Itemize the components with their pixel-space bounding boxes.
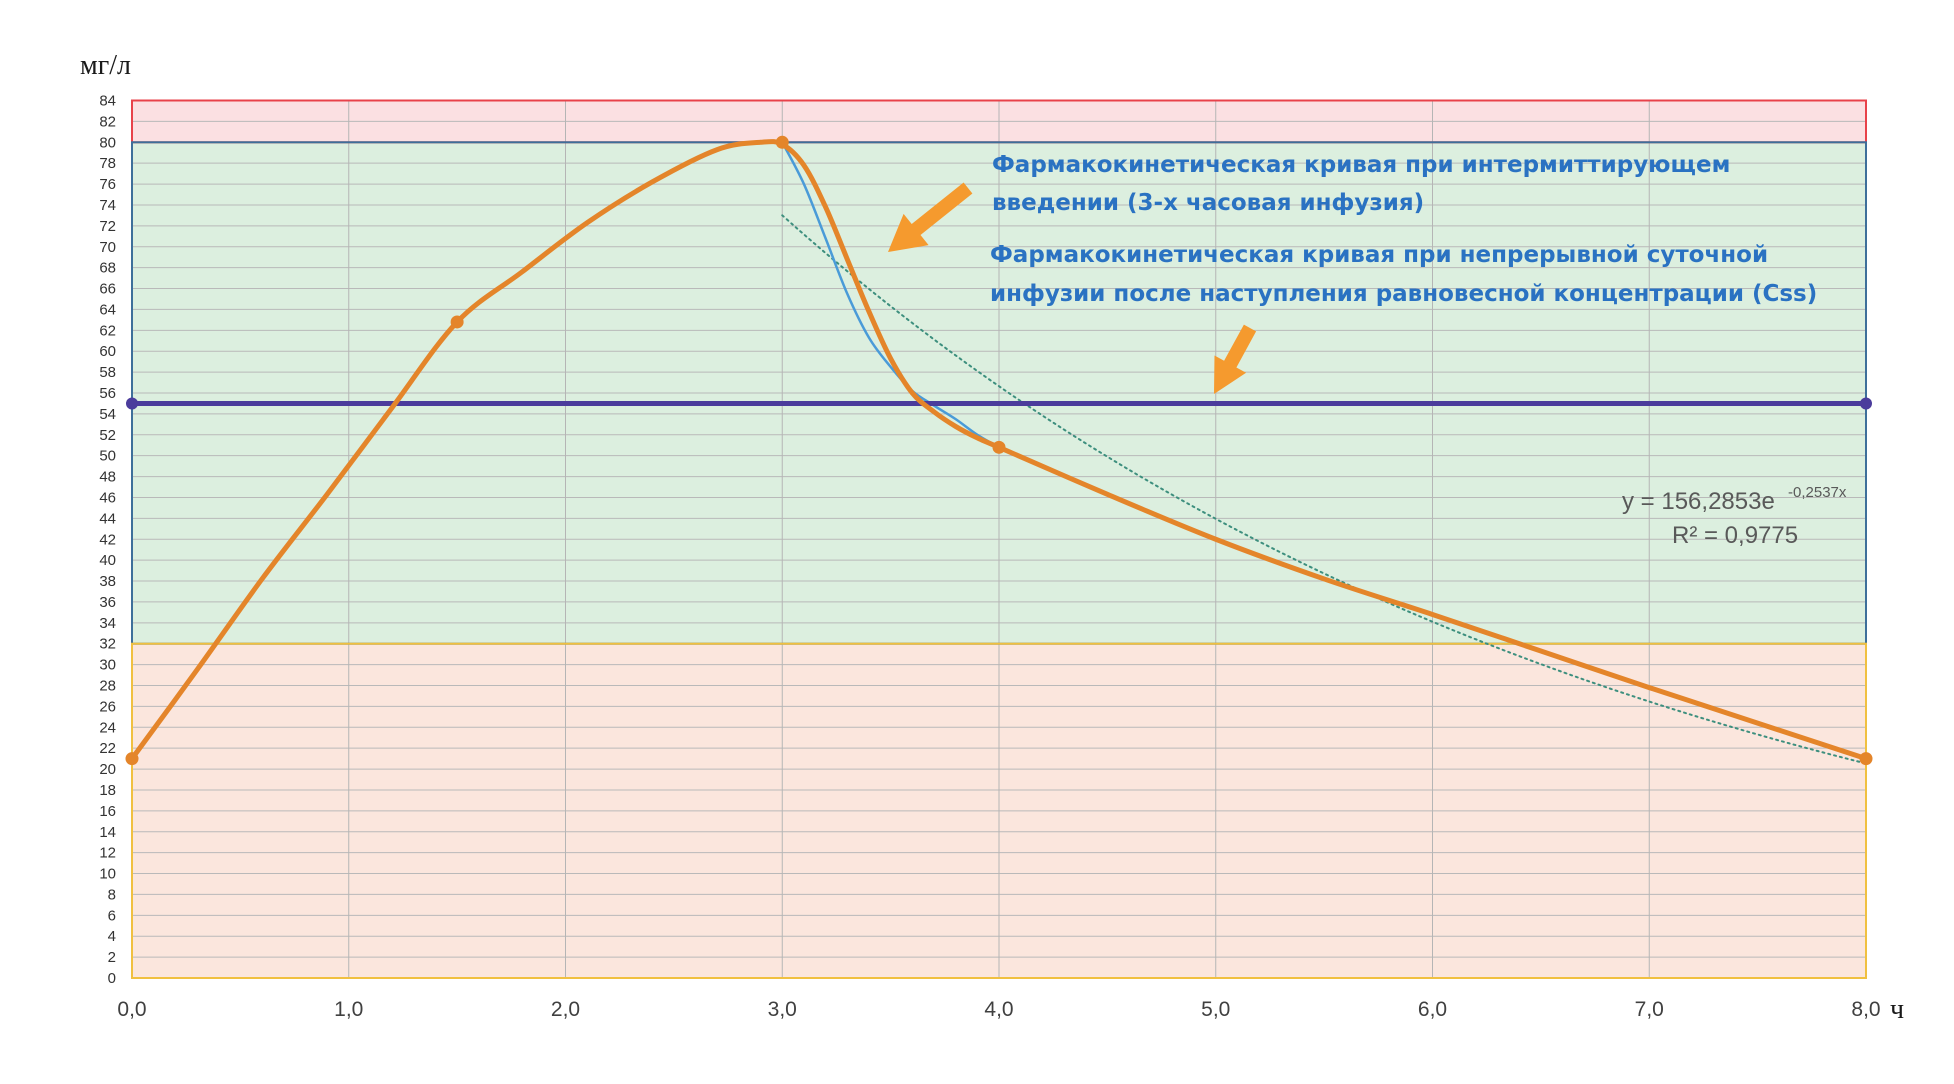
y-tick-label: 68 xyxy=(99,260,116,277)
y-tick-label: 2 xyxy=(108,949,116,966)
y-tick-label: 82 xyxy=(99,113,116,130)
y-tick-label: 30 xyxy=(99,657,116,674)
y-tick-label: 78 xyxy=(99,155,116,172)
x-tick-label: 1,0 xyxy=(334,998,363,1021)
intermittent-point xyxy=(450,315,464,329)
x-tick-label: 4,0 xyxy=(984,998,1013,1021)
x-axis-ticks: 0,0 1,0 2,0 3,0 4,0 5,0 6,0 7,0 8,0 xyxy=(117,998,1880,1021)
y-tick-label: 66 xyxy=(99,281,116,298)
y-tick-label: 74 xyxy=(99,197,116,214)
y-tick-label: 36 xyxy=(99,594,116,611)
y-tick-label: 32 xyxy=(99,636,116,653)
y-tick-label: 10 xyxy=(99,866,116,883)
x-tick-label: 2,0 xyxy=(551,998,580,1021)
y-tick-label: 62 xyxy=(99,322,116,339)
x-tick-label: 6,0 xyxy=(1418,998,1447,1021)
band-border-subtherapeutic xyxy=(131,642,1867,979)
y-tick-label: 26 xyxy=(99,698,116,715)
trendline-equation-base: y = 156,2853e xyxy=(1622,488,1775,515)
y-tick-label: 72 xyxy=(99,218,116,235)
y-tick-label: 38 xyxy=(99,573,116,590)
x-axis-unit-label: ч xyxy=(1890,994,1904,1025)
y-tick-label: 64 xyxy=(99,301,116,318)
intermittent-point xyxy=(125,752,139,766)
x-tick-label: 3,0 xyxy=(768,998,797,1021)
trendline-equation: y = 156,2853e -0,2537x R² = 0,9775 xyxy=(1622,484,1847,549)
annotation-intermittent-line-1: Фармакокинетическая кривая при интермитт… xyxy=(992,152,1730,178)
annotation-intermittent-line-2: введении (3-х часовая инфузия) xyxy=(992,190,1424,216)
y-tick-label: 84 xyxy=(99,93,116,110)
y-tick-label: 24 xyxy=(99,719,116,736)
markers-layer xyxy=(125,135,1873,766)
y-tick-label: 22 xyxy=(99,740,116,757)
y-tick-label: 42 xyxy=(99,531,116,548)
annotation-continuous-line-2: инфузии после наступления равновесной ко… xyxy=(990,281,1817,307)
css-point xyxy=(126,397,138,410)
y-tick-label: 76 xyxy=(99,176,116,193)
annotation-continuous-line-1: Фармакокинетическая кривая при непрерывн… xyxy=(990,242,1768,268)
y-tick-label: 80 xyxy=(99,134,116,151)
y-axis-unit-label: мг/л xyxy=(80,50,131,81)
y-tick-label: 56 xyxy=(99,385,116,402)
y-tick-label: 6 xyxy=(108,907,116,924)
annotation-continuous: Фармакокинетическая кривая при непрерывн… xyxy=(990,242,1817,307)
intermittent-point xyxy=(1859,752,1873,766)
arrow-to-continuous-line xyxy=(1214,324,1257,394)
y-tick-label: 16 xyxy=(99,803,116,820)
y-tick-label: 20 xyxy=(99,761,116,778)
y-tick-label: 54 xyxy=(99,406,116,423)
css-point xyxy=(1860,397,1872,410)
y-tick-label: 48 xyxy=(99,469,116,486)
band-borders xyxy=(131,99,1867,979)
intermittent-point xyxy=(775,135,789,149)
y-tick-label: 18 xyxy=(99,782,116,799)
intermittent-point xyxy=(992,440,1006,454)
trendline-equation-exponent: -0,2537x xyxy=(1788,484,1847,501)
y-tick-label: 12 xyxy=(99,845,116,862)
arrow-to-intermittent-curve xyxy=(888,182,973,252)
series-layer xyxy=(129,139,1869,765)
y-axis-ticks: 0246810121416182022242628303234363840424… xyxy=(99,93,116,988)
y-tick-label: 34 xyxy=(99,615,116,632)
annotation-arrows xyxy=(888,182,1257,394)
series-intermittent-line xyxy=(129,139,1869,762)
y-tick-label: 8 xyxy=(108,886,116,903)
y-tick-label: 58 xyxy=(99,364,116,381)
x-tick-label: 8,0 xyxy=(1851,998,1880,1021)
x-tick-label: 7,0 xyxy=(1635,998,1664,1021)
y-tick-label: 60 xyxy=(99,343,116,360)
y-tick-label: 52 xyxy=(99,427,116,444)
y-tick-label: 50 xyxy=(99,448,116,465)
y-tick-label: 4 xyxy=(108,928,116,945)
y-tick-label: 44 xyxy=(99,510,116,527)
y-tick-label: 70 xyxy=(99,239,116,256)
y-tick-label: 46 xyxy=(99,489,116,506)
x-tick-label: 0,0 xyxy=(117,998,146,1021)
x-tick-label: 5,0 xyxy=(1201,998,1230,1021)
y-tick-label: 28 xyxy=(99,678,116,695)
y-tick-label: 0 xyxy=(108,970,116,987)
trendline-r-squared: R² = 0,9775 xyxy=(1672,522,1798,549)
y-tick-label: 14 xyxy=(99,824,116,841)
annotation-intermittent: Фармакокинетическая кривая при интермитт… xyxy=(992,152,1730,216)
series-intermittent-fit-line xyxy=(781,141,1000,449)
series-exponential-trendline xyxy=(781,214,1867,765)
y-tick-label: 40 xyxy=(99,552,116,569)
